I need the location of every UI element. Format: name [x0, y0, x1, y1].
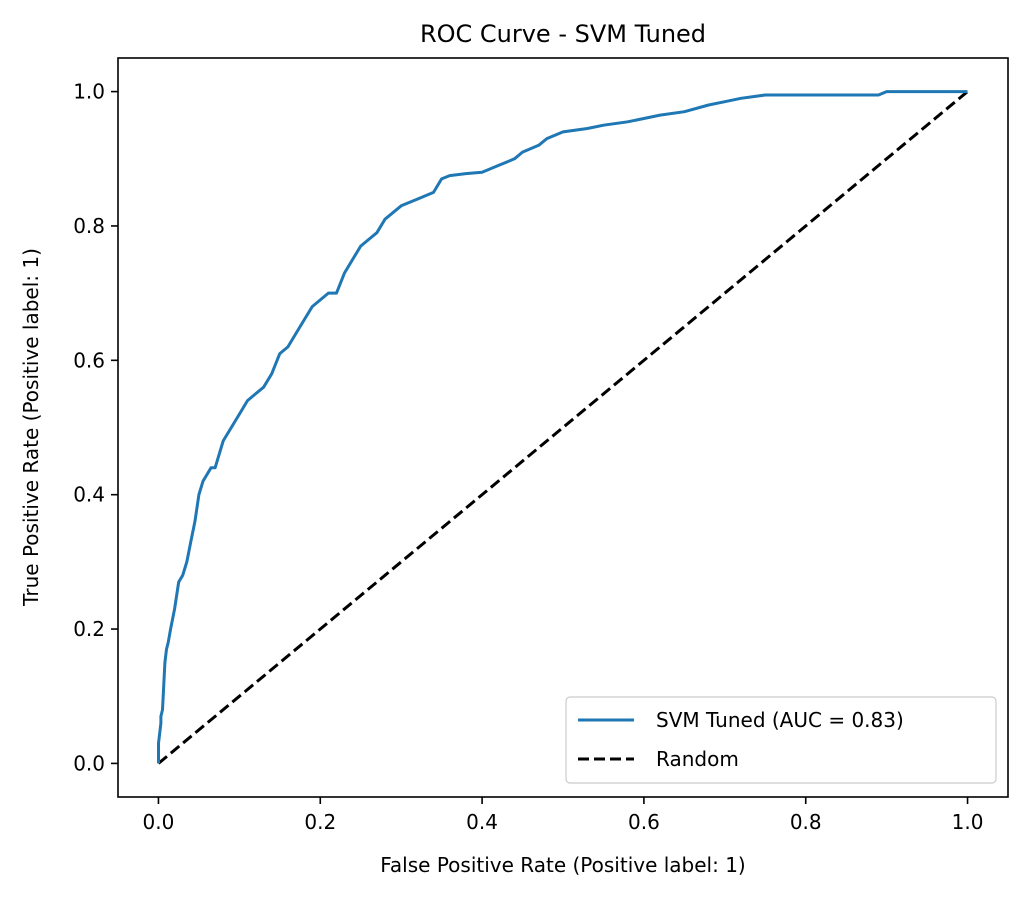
series-line-random: [157, 90, 969, 765]
y-tick-label: 0.2: [73, 617, 105, 641]
y-tick-label: 1.0: [73, 80, 105, 104]
x-tick-label: 0.8: [790, 810, 822, 834]
x-axis-title: False Positive Rate (Positive label: 1): [380, 853, 746, 877]
legend-box: [565, 696, 997, 784]
y-tick-label: 0.4: [73, 483, 105, 507]
legend-label-random: Random: [656, 747, 739, 771]
plot-area: [117, 57, 1009, 798]
y-tick-label: 0.6: [73, 348, 105, 372]
x-axis: 0.0 0.2 0.4 0.6 0.8 1.0: [143, 797, 984, 834]
legend: SVM Tuned (AUC = 0.83) Random: [565, 696, 997, 784]
x-tick-label: 0.4: [466, 810, 498, 834]
y-tick-label: 0.8: [73, 214, 105, 238]
chart-title: ROC Curve - SVM Tuned: [420, 20, 706, 48]
x-tick-label: 0.2: [304, 810, 336, 834]
y-tick-label: 0.0: [73, 751, 105, 775]
series-layer: [157, 90, 969, 765]
x-tick-label: 0.6: [628, 810, 660, 834]
legend-label-svm: SVM Tuned (AUC = 0.83): [656, 708, 904, 732]
series-line-svm: [157, 90, 968, 764]
x-tick-label: 0.0: [143, 810, 175, 834]
y-axis: 0.0 0.2 0.4 0.6 0.8 1.0: [73, 80, 118, 775]
axes-frame: [117, 57, 1009, 798]
y-axis-title: True Positive Rate (Positive label: 1): [19, 248, 43, 607]
x-tick-label: 1.0: [952, 810, 984, 834]
